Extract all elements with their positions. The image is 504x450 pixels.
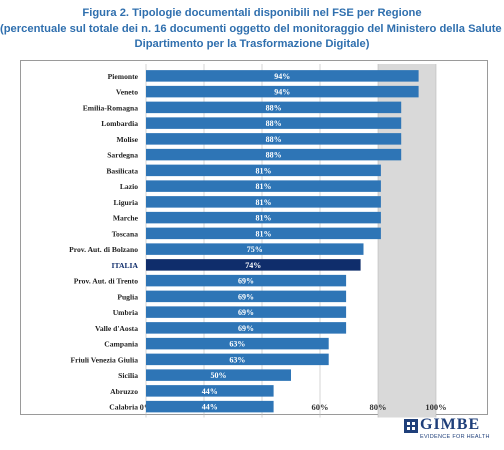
bar-lombardia bbox=[146, 117, 402, 129]
bar-veneto bbox=[146, 85, 419, 98]
bar-liguria bbox=[146, 196, 381, 208]
data-label: 75% bbox=[247, 245, 263, 254]
gimbe-logo-icon bbox=[404, 419, 418, 433]
bar-prov-aut-di-bolzano bbox=[146, 243, 364, 255]
data-label: 88% bbox=[266, 119, 282, 128]
data-label: 88% bbox=[266, 135, 282, 144]
category-label: Puglia bbox=[117, 292, 138, 301]
bar-toscana bbox=[146, 227, 381, 240]
data-label: 69% bbox=[238, 277, 254, 286]
data-label: 81% bbox=[255, 214, 271, 223]
category-label: Lombardia bbox=[101, 119, 138, 128]
category-label: Liguria bbox=[114, 198, 139, 207]
data-label: 81% bbox=[255, 229, 271, 238]
bar-italia bbox=[146, 259, 361, 271]
bar-umbria bbox=[146, 306, 347, 318]
chart-title-line-1: Figura 2. Tipologie documentali disponib… bbox=[82, 7, 422, 19]
data-label: 63% bbox=[229, 355, 245, 364]
bar-friuli-venezia-giulia bbox=[146, 353, 329, 366]
background-band bbox=[378, 64, 436, 418]
data-label: 50% bbox=[211, 371, 227, 380]
bar-emilia-romagna bbox=[146, 101, 402, 114]
data-label: 94% bbox=[274, 72, 290, 81]
category-label: Emilia-Romagna bbox=[83, 103, 138, 112]
chart-title-line-2: (percentuale sul totale dei n. 16 docume… bbox=[0, 22, 504, 35]
bar-puglia bbox=[146, 290, 347, 303]
gimbe-logo: GIMBE EVIDENCE FOR HEALTH bbox=[402, 416, 492, 448]
category-label: Campania bbox=[104, 340, 138, 349]
category-label: Prov. Aut. di Trento bbox=[74, 277, 138, 286]
data-label: 74% bbox=[245, 261, 261, 270]
category-label: Marche bbox=[113, 214, 139, 223]
gimbe-logo-tagline: EVIDENCE FOR HEALTH bbox=[420, 434, 490, 440]
data-label: 44% bbox=[202, 387, 218, 396]
bar-prov-aut-di-trento bbox=[146, 274, 347, 287]
bar-abruzzo bbox=[146, 385, 274, 397]
bar-valle-d-aosta bbox=[146, 322, 347, 334]
category-label: Molise bbox=[116, 135, 138, 144]
category-label: Friuli Venezia Giulia bbox=[70, 355, 138, 364]
bar-calabria bbox=[146, 400, 274, 413]
bar-sicilia bbox=[146, 369, 291, 381]
category-label: ITALIA bbox=[112, 261, 139, 270]
bar-lazio bbox=[146, 180, 381, 192]
data-label: 69% bbox=[238, 308, 254, 317]
category-label: Sardegna bbox=[107, 151, 138, 160]
data-label: 81% bbox=[255, 182, 271, 191]
category-label: Basilicata bbox=[106, 166, 138, 175]
x-tick-label: 80% bbox=[370, 402, 387, 412]
data-label: 88% bbox=[266, 103, 282, 112]
category-label: Veneto bbox=[116, 88, 138, 97]
gimbe-logo-name: GIMBE bbox=[420, 416, 481, 433]
data-label: 94% bbox=[274, 88, 290, 97]
x-tick-label: 60% bbox=[312, 402, 329, 412]
category-label: Abruzzo bbox=[110, 387, 138, 396]
category-label: Sicilia bbox=[118, 371, 138, 380]
category-label: Piemonte bbox=[108, 72, 139, 81]
category-label: Prov. Aut. di Bolzano bbox=[69, 245, 138, 254]
category-label: Umbria bbox=[113, 308, 139, 317]
bar-marche bbox=[146, 211, 381, 224]
category-label: Lazio bbox=[120, 182, 138, 191]
data-label: 69% bbox=[238, 292, 254, 301]
bar-sardegna bbox=[146, 148, 402, 161]
bar-campania bbox=[146, 337, 329, 350]
data-label: 81% bbox=[255, 166, 271, 175]
data-label: 44% bbox=[202, 403, 218, 412]
category-label: Toscana bbox=[112, 229, 139, 238]
category-label: Valle d'Aosta bbox=[95, 324, 138, 333]
data-label: 63% bbox=[229, 340, 245, 349]
data-label: 69% bbox=[238, 324, 254, 333]
chart-title: Figura 2. Tipologie documentali disponib… bbox=[0, 6, 504, 53]
chart-title-line-3: Dipartimento per la Trasformazione Digit… bbox=[134, 38, 370, 50]
data-label: 88% bbox=[266, 151, 282, 160]
bar-molise bbox=[146, 133, 402, 145]
category-label: Calabria bbox=[109, 403, 138, 412]
bar-basilicata bbox=[146, 164, 381, 177]
bar-piemonte bbox=[146, 70, 419, 82]
data-label: 81% bbox=[255, 198, 271, 207]
x-tick-label: 100% bbox=[425, 402, 446, 412]
